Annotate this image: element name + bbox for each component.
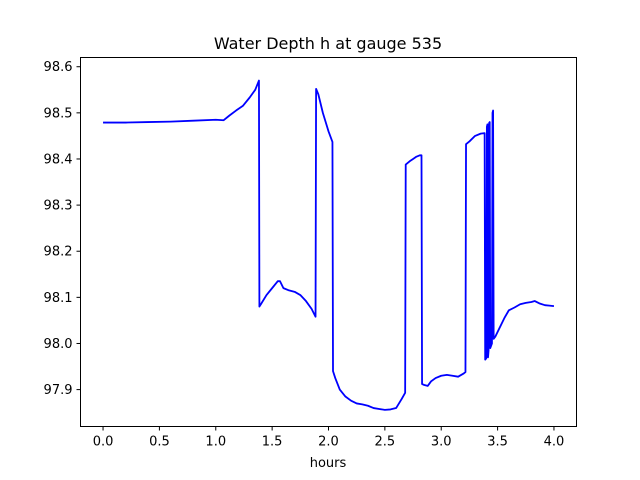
x-tick-label: 1.0 [205,435,226,450]
x-axis-label: hours [310,456,347,471]
x-tick-label: 0.5 [149,435,170,450]
chart-title: Water Depth h at gauge 535 [214,34,442,53]
y-tick-label: 98.2 [44,245,73,260]
series-layer [103,79,555,411]
y-tick-label: 98.5 [44,106,73,121]
y-tick-label: 98.6 [44,60,73,75]
x-tick-label: 3.5 [487,435,508,450]
x-tick-label: 1.5 [262,435,283,450]
x-tick-label: 2.5 [375,435,396,450]
y-tick-label: 98.1 [44,291,73,306]
x-tick-label: 0.0 [93,435,114,450]
y-tick-label: 98.0 [44,337,73,352]
y-tick-label: 98.4 [44,152,73,167]
y-tick-label: 98.3 [44,199,73,214]
x-tick-label: 4.0 [544,435,565,450]
plot-frame [80,57,577,427]
x-tick-label: 2.0 [318,435,339,450]
x-tick-label: 3.0 [431,435,452,450]
y-tick-label: 97.9 [44,383,73,398]
y-axis: 97.9 98.0 98.1 98.2 98.3 98.4 98.5 98.6 [44,60,81,398]
x-axis: 0.0 0.5 1.0 1.5 2.0 2.5 3.0 3.5 4.0 [93,426,565,450]
series-line-0 [103,79,555,411]
